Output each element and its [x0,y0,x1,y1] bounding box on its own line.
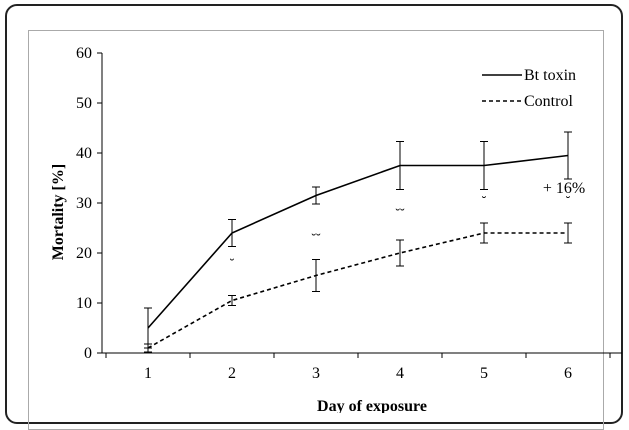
series-bt-toxin [144,132,572,348]
x-tick-label: 4 [396,365,404,382]
y-axis-title: Mortality [%] [50,164,67,260]
x-tick-label: 2 [228,365,236,382]
significance-mark: ˘˘ [311,232,321,247]
series-line [148,156,568,329]
annotation-label: + 16% [543,180,585,197]
series-layer [144,132,572,352]
x-tick-label: 6 [564,365,572,382]
significance-marks: ˘˘˘˘˘˘˘+ 16% [230,180,586,272]
y-tick-label: 30 [76,195,92,212]
x-axis-title: Day of exposure [317,398,427,413]
legend-label: Control [524,93,573,110]
significance-mark: ˘ [482,195,487,210]
y-tick-label: 60 [76,45,92,62]
y-tick-label: 0 [84,345,92,362]
y-tick-label: 40 [76,145,92,162]
legend: Bt toxin Control [482,67,576,110]
x-tick-label: 1 [144,365,152,382]
legend-label: Bt toxin [524,67,576,84]
x-tick-label: 3 [312,365,320,382]
y-tick-label: 10 [76,295,92,312]
y-tick-label: 50 [76,95,92,112]
significance-mark: ˘ [230,257,235,272]
series-line [148,233,568,348]
y-tick-label: 20 [76,245,92,262]
significance-mark: ˘˘ [395,207,405,222]
series-control [144,223,572,352]
x-tick-label: 5 [480,365,488,382]
